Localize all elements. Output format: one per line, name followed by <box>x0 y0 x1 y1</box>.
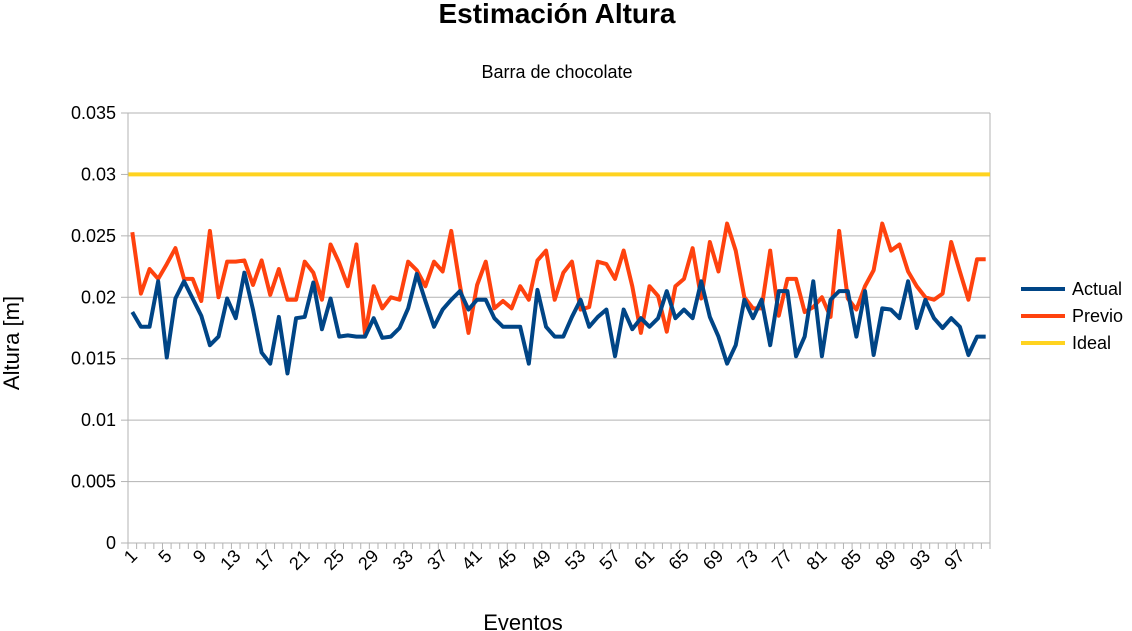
x-tick-label: 97 <box>940 546 968 574</box>
y-tick-label: 0.025 <box>71 226 116 246</box>
y-tick-label: 0.01 <box>81 410 116 430</box>
x-tick-label: 53 <box>561 546 589 574</box>
x-tick-label: 17 <box>251 546 279 574</box>
x-tick-label: 65 <box>665 546 693 574</box>
y-tick-label: 0.035 <box>71 103 116 123</box>
chart-subtitle: Barra de chocolate <box>481 62 632 82</box>
x-tick-label: 81 <box>802 546 830 574</box>
x-tick-label: 49 <box>527 546 555 574</box>
y-axis-title: Altura [m] <box>0 296 24 390</box>
y-tick-label: 0.015 <box>71 349 116 369</box>
chart-title: Estimación Altura <box>438 0 675 29</box>
x-tick-label: 45 <box>492 546 520 574</box>
series-line-actual <box>130 270 986 376</box>
x-tick-label: 5 <box>154 546 175 567</box>
x-tick-label: 61 <box>630 546 658 574</box>
y-tick-label: 0.02 <box>81 287 116 307</box>
y-tick-label: 0.005 <box>71 472 116 492</box>
x-tick-label: 25 <box>320 546 348 574</box>
x-tick-label: 41 <box>458 546 486 574</box>
y-tick-label: 0 <box>106 533 116 553</box>
x-tick-label: 89 <box>871 546 899 574</box>
legend: Actual Previo Ideal <box>1021 279 1123 353</box>
x-tick-label: 37 <box>423 546 451 574</box>
legend-label-actual: Actual <box>1072 279 1122 299</box>
y-tick-label: 0.03 <box>81 164 116 184</box>
legend-label-previo: Previo <box>1072 306 1123 326</box>
axes <box>127 113 990 544</box>
x-tick-label: 13 <box>216 546 244 574</box>
series-line-previo <box>130 221 986 337</box>
x-tick-label: 77 <box>768 546 796 574</box>
x-tick-label: 21 <box>285 546 313 574</box>
x-tick-label: 29 <box>354 546 382 574</box>
x-tick-label: 73 <box>733 546 761 574</box>
x-tick-label: 93 <box>906 546 934 574</box>
x-axis-ticks: 1 5 9 13 17 21 25 29 33 37 41 45 49 53 57 61 65 69 73 77 81 8… <box>120 543 991 574</box>
x-tick-label: 33 <box>389 546 417 574</box>
y-axis-ticks: 0 0.005 0.01 0.015 0.02 0.025 0.03 0.035 <box>71 103 128 553</box>
x-tick-label: 57 <box>596 546 624 574</box>
series-lines <box>128 172 990 376</box>
x-tick-label: 1 <box>120 546 141 567</box>
x-axis-title: Eventos <box>483 610 563 631</box>
legend-label-ideal: Ideal <box>1072 333 1111 353</box>
x-tick-label: 69 <box>699 546 727 574</box>
x-tick-label: 9 <box>189 546 210 567</box>
x-tick-label: 85 <box>837 546 865 574</box>
